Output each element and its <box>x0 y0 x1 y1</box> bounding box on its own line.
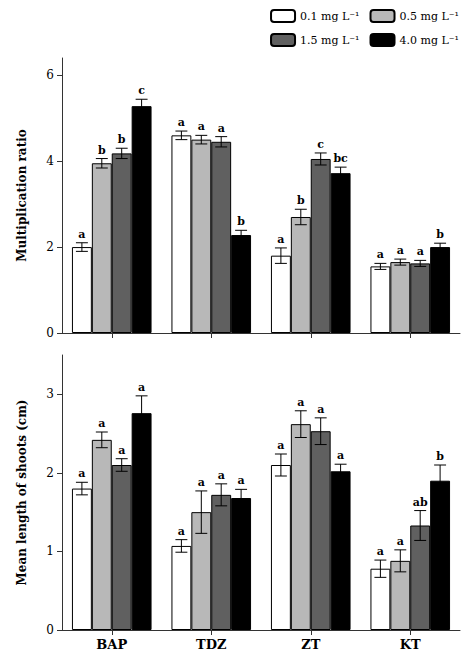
svg-text:a: a <box>238 474 245 487</box>
svg-text:2: 2 <box>46 240 54 254</box>
svg-text:3: 3 <box>46 387 54 401</box>
svg-text:0.1 mg L⁻¹: 0.1 mg L⁻¹ <box>300 10 359 23</box>
svg-text:a: a <box>78 228 85 241</box>
svg-text:KT: KT <box>400 637 421 652</box>
svg-text:a: a <box>377 248 384 261</box>
svg-text:a: a <box>198 476 205 489</box>
svg-text:Multiplication ratio: Multiplication ratio <box>15 129 29 261</box>
svg-text:a: a <box>98 417 105 430</box>
svg-text:a: a <box>377 545 384 558</box>
svg-text:a: a <box>397 244 404 257</box>
svg-text:c: c <box>317 138 324 151</box>
svg-text:TDZ: TDZ <box>196 637 227 652</box>
svg-text:a: a <box>317 403 324 416</box>
svg-text:b: b <box>436 450 444 463</box>
svg-text:b: b <box>98 144 106 157</box>
svg-text:b: b <box>436 228 444 241</box>
svg-text:b: b <box>118 133 126 146</box>
svg-text:BAP: BAP <box>96 637 127 652</box>
svg-text:6: 6 <box>46 68 54 82</box>
svg-text:ab: ab <box>413 496 428 509</box>
svg-text:a: a <box>337 449 344 462</box>
svg-text:2: 2 <box>46 466 54 480</box>
svg-text:b: b <box>297 194 305 207</box>
svg-text:a: a <box>78 467 85 480</box>
svg-text:1: 1 <box>46 544 54 558</box>
svg-text:a: a <box>417 245 424 258</box>
svg-text:a: a <box>277 439 284 452</box>
svg-text:4.0 mg L⁻¹: 4.0 mg L⁻¹ <box>400 34 459 47</box>
svg-text:a: a <box>178 525 185 538</box>
svg-text:a: a <box>218 469 225 482</box>
svg-text:4: 4 <box>46 154 54 168</box>
svg-text:a: a <box>138 381 145 394</box>
svg-text:ZT: ZT <box>301 637 320 652</box>
svg-text:b: b <box>237 215 245 228</box>
svg-text:0: 0 <box>46 623 54 637</box>
svg-text:a: a <box>218 122 225 135</box>
svg-text:bc: bc <box>333 152 348 165</box>
svg-text:1.5 mg L⁻¹: 1.5 mg L⁻¹ <box>300 34 359 47</box>
svg-text:a: a <box>178 116 185 129</box>
svg-text:0: 0 <box>46 326 54 340</box>
svg-text:a: a <box>277 233 284 246</box>
svg-text:a: a <box>397 535 404 548</box>
svg-text:Mean length of shoots (cm): Mean length of shoots (cm) <box>15 399 29 585</box>
svg-text:c: c <box>138 84 145 97</box>
svg-text:0.5 mg L⁻¹: 0.5 mg L⁻¹ <box>400 10 459 23</box>
svg-text:a: a <box>198 120 205 133</box>
svg-text:a: a <box>297 396 304 409</box>
svg-text:a: a <box>118 444 125 457</box>
